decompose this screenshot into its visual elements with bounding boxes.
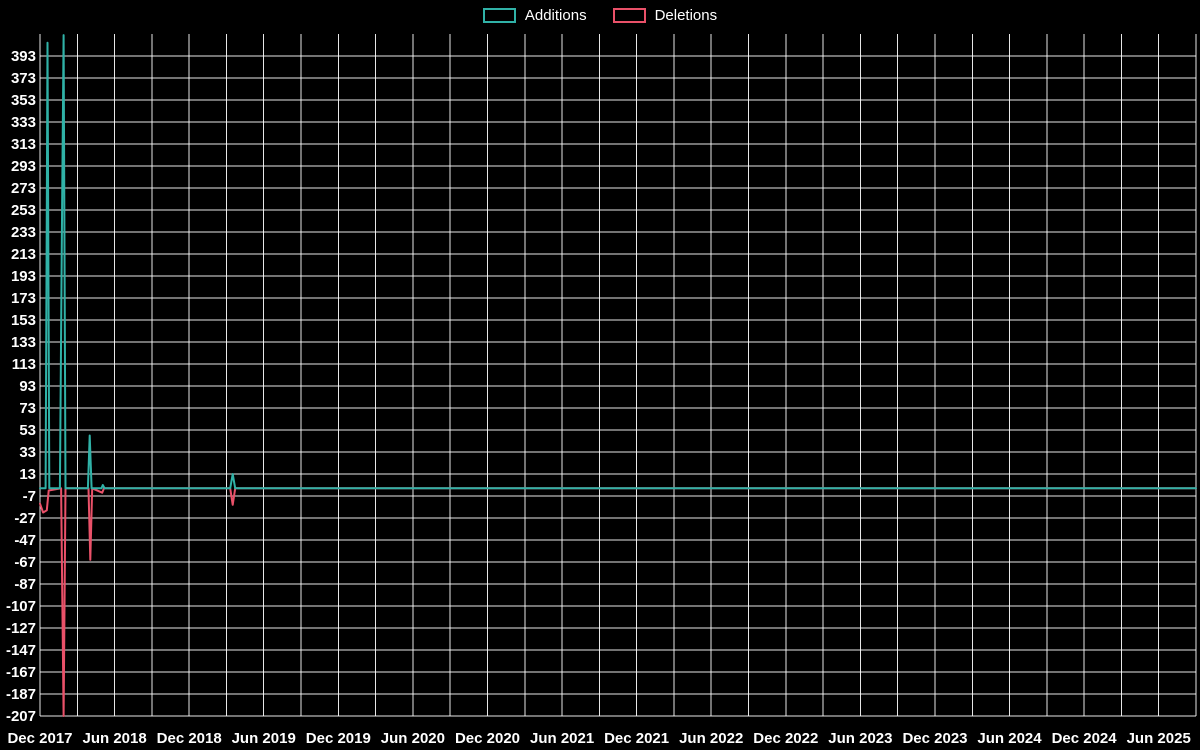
y-axis-tick-label: 233 — [11, 224, 36, 241]
chart-legend: Additions Deletions — [0, 7, 1200, 24]
y-axis-tick-label: -187 — [6, 686, 36, 703]
x-axis-tick-label: Jun 2023 — [828, 730, 892, 747]
y-axis-tick-label: -147 — [6, 642, 36, 659]
y-axis-tick-label: 333 — [11, 114, 36, 131]
y-axis-tick-label: 293 — [11, 158, 36, 175]
x-axis-tick-label: Jun 2019 — [232, 730, 296, 747]
y-axis-tick-label: 13 — [19, 466, 36, 483]
additions-swatch — [482, 8, 516, 23]
y-axis-tick-label: -27 — [14, 510, 36, 527]
y-axis-tick-label: -207 — [6, 708, 36, 725]
y-axis-tick-label: 73 — [19, 400, 36, 417]
y-axis-tick-label: 153 — [11, 312, 36, 329]
x-axis-tick-label: Jun 2025 — [1127, 730, 1191, 747]
deletions-swatch — [612, 8, 646, 23]
x-axis-tick-label: Dec 2017 — [7, 730, 72, 747]
y-axis-tick-label: 393 — [11, 48, 36, 65]
x-axis-tick-label: Dec 2018 — [157, 730, 222, 747]
y-axis-tick-label: 53 — [19, 422, 36, 439]
y-axis-tick-label: 113 — [12, 356, 36, 373]
x-axis-tick-label: Dec 2021 — [604, 730, 669, 747]
x-axis-tick-label: Dec 2020 — [455, 730, 520, 747]
additions-line — [39, 34, 1197, 490]
y-axis-tick-label: 273 — [11, 180, 36, 197]
y-axis-tick-label: -7 — [23, 488, 36, 505]
y-axis-tick-label: 313 — [11, 136, 36, 153]
y-axis-tick-label: -127 — [6, 620, 36, 637]
y-axis-tick-label: -167 — [6, 664, 36, 681]
y-axis-tick-label: 133 — [11, 334, 36, 351]
y-axis-tick-label: 93 — [19, 378, 36, 395]
x-axis-tick-label: Dec 2019 — [306, 730, 371, 747]
y-axis-tick-label: -47 — [14, 532, 36, 549]
y-axis-tick-label: 173 — [11, 290, 36, 307]
x-axis-tick-label: Dec 2022 — [753, 730, 818, 747]
x-axis-tick-label: Dec 2024 — [1052, 730, 1118, 747]
x-axis-tick-label: Dec 2023 — [902, 730, 967, 747]
deletions-legend-label: Deletions — [654, 7, 718, 24]
x-axis-tick-label: Jun 2022 — [679, 730, 743, 747]
x-axis-tick-label: Jun 2020 — [381, 730, 445, 747]
x-axis-tick-label: Jun 2018 — [82, 730, 146, 747]
y-axis-tick-label: 213 — [11, 246, 36, 263]
legend-item-additions[interactable]: Additions — [482, 7, 587, 24]
x-axis-tick-label: Jun 2024 — [977, 730, 1042, 747]
y-axis-tick-label: 33 — [19, 444, 36, 461]
legend-item-deletions[interactable]: Deletions — [612, 7, 718, 24]
y-axis-tick-label: 193 — [11, 268, 36, 285]
deletions-line — [39, 487, 1197, 717]
additions-legend-label: Additions — [524, 7, 587, 24]
y-axis-tick-label: 373 — [11, 70, 36, 87]
y-axis-tick-label: -67 — [14, 554, 36, 571]
y-axis-tick-label: -107 — [6, 598, 36, 615]
x-axis-tick-label: Jun 2021 — [530, 730, 594, 747]
y-axis-tick-label: 253 — [11, 202, 36, 219]
y-axis-tick-label: 353 — [11, 92, 36, 109]
y-axis-tick-label: -87 — [14, 576, 36, 593]
